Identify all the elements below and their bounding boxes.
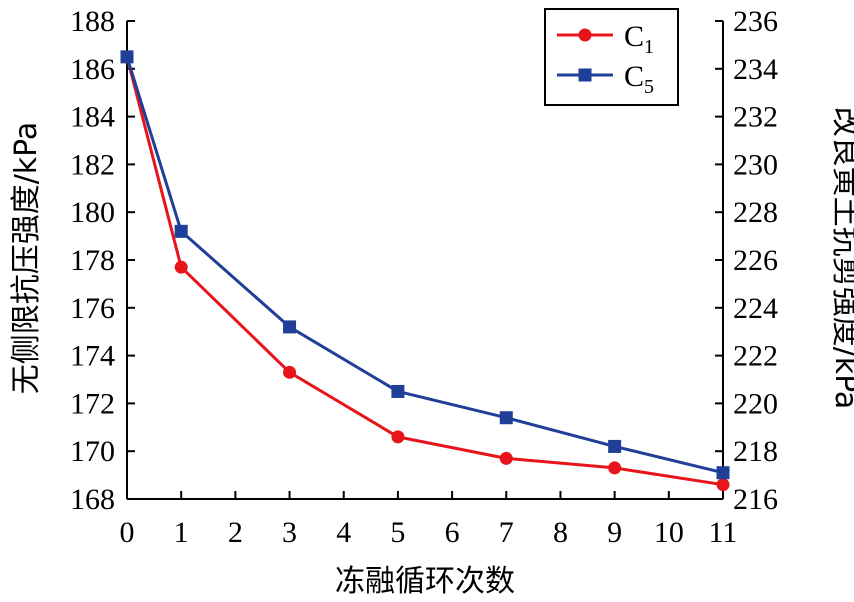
right-y-tick-label: 224: [733, 292, 778, 325]
right-y-tick-label: 234: [733, 53, 778, 86]
data-point-c5: [391, 384, 405, 398]
x-tick-label: 7: [499, 516, 514, 549]
axes-layer: 0 1 2 3 4 5 6 7 8 9 10 1116817017217417617818018218…: [70, 5, 778, 549]
left-y-tick-label: 170: [70, 435, 115, 468]
legend-marker-c1: [578, 28, 592, 42]
left-y-tick-label: 184: [70, 101, 115, 134]
x-tick-label: 6: [445, 516, 460, 549]
left-y-tick-label: 180: [70, 196, 115, 229]
legend-item-c5: C5: [557, 60, 654, 98]
left-y-tick-label: 168: [70, 483, 115, 516]
series-layer: [120, 50, 730, 492]
right-y-tick-label: 220: [733, 387, 778, 420]
svg-text:C1: C1: [624, 20, 654, 58]
right-y-tick-label: 232: [733, 101, 778, 134]
x-tick-label: 5: [390, 516, 405, 549]
right-y-tick-label: 226: [733, 244, 778, 277]
data-point-c5: [716, 466, 730, 480]
right-y-tick-label: 218: [733, 435, 778, 468]
series-line-c5: [125, 56, 724, 475]
data-point-c1: [499, 451, 513, 465]
data-point-c1: [716, 478, 730, 492]
legend-label-c5: C: [624, 60, 644, 93]
legend-box: [544, 8, 679, 106]
x-tick-label: 2: [228, 516, 243, 549]
legend-item-c1: C1: [557, 20, 654, 58]
legend-label-c1: C: [624, 20, 644, 53]
x-axis-title: 冻融循环次数: [335, 564, 515, 599]
x-tick-label: 9: [607, 516, 622, 549]
data-point-c5: [120, 50, 134, 64]
left-y-tick-label: 172: [70, 387, 115, 420]
x-tick-label: 11: [709, 516, 738, 549]
legend: C1 C5: [544, 8, 679, 106]
series-line-c1: [125, 56, 724, 487]
right-y-tick-label: 222: [733, 340, 778, 373]
data-point-c5: [499, 411, 513, 425]
left-y-tick-label: 178: [70, 244, 115, 277]
legend-subscript-c1: 1: [644, 36, 654, 58]
x-tick-label: 1: [174, 516, 189, 549]
right-y-tick-label: 216: [733, 483, 778, 516]
left-y-tick-label: 182: [70, 148, 115, 181]
data-point-c1: [608, 461, 622, 475]
x-tick-label: 4: [336, 516, 351, 549]
svg-text:C5: C5: [624, 60, 654, 98]
left-y-tick-label: 188: [70, 5, 115, 38]
left-y-tick-label: 176: [70, 292, 115, 325]
left-y-axis-title: 无侧限抗压强度/kPa: [9, 122, 44, 395]
data-point-c5: [283, 320, 297, 334]
x-tick-label: 8: [553, 516, 568, 549]
data-point-c1: [283, 365, 297, 379]
right-y-tick-label: 236: [733, 5, 778, 38]
right-y-tick-label: 230: [733, 148, 778, 181]
data-point-c1: [391, 430, 405, 444]
data-point-c5: [608, 439, 622, 453]
data-point-c1: [174, 260, 188, 274]
data-point-c5: [174, 224, 188, 238]
left-y-tick-label: 174: [70, 340, 115, 373]
legend-marker-c5: [578, 68, 592, 82]
x-tick-label: 3: [282, 516, 297, 549]
x-tick-label: 0: [120, 516, 135, 549]
legend-subscript-c5: 5: [644, 76, 654, 98]
x-tick-label: 10: [654, 516, 684, 549]
left-y-tick-label: 186: [70, 53, 115, 86]
right-y-axis-title: 改良黄土抗剪强度/kPa: [828, 107, 854, 410]
right-y-tick-label: 228: [733, 196, 778, 229]
